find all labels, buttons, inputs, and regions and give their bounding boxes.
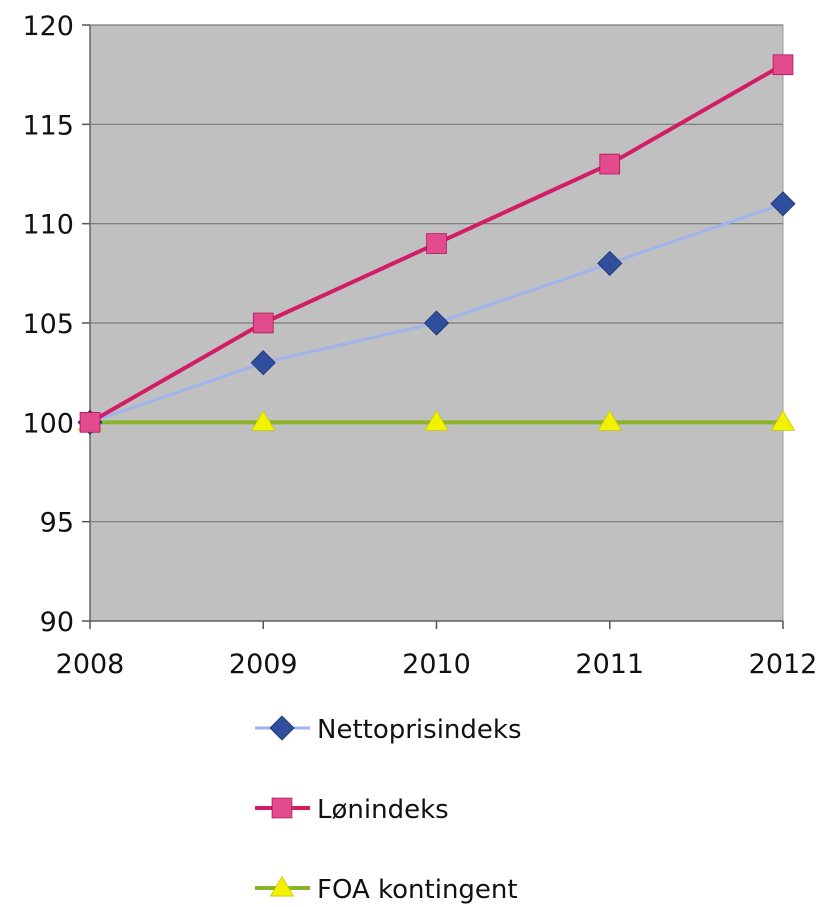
data-point-square: [599, 153, 621, 175]
y-tick-label: 100: [22, 408, 74, 439]
x-tick-label: 2011: [575, 649, 644, 680]
legend-marker-square: [271, 797, 293, 819]
data-point-triangle: [251, 410, 276, 431]
y-tick-label: 110: [22, 210, 74, 241]
data-point-triangle: [770, 410, 796, 431]
data-point-square: [426, 233, 447, 254]
data-point-diamond: [250, 350, 276, 376]
data-point-square: [252, 312, 274, 334]
y-tick-label: 115: [22, 110, 74, 141]
data-point-triangle: [424, 410, 449, 431]
legend-label: Nettoprisindeks: [317, 715, 522, 745]
data-point-square: [79, 412, 101, 433]
data-point-diamond: [770, 191, 796, 217]
legend-label: Lønindeks: [317, 795, 449, 825]
y-tick-label: 120: [22, 11, 74, 42]
x-tick-label: 2008: [56, 649, 125, 680]
series-markers: [77, 54, 796, 435]
x-axis-tick-labels: 2008 2009 2010 2011 2012: [56, 649, 818, 680]
x-tick-label: 2010: [402, 649, 471, 680]
legend-label: FOA kontingent: [317, 875, 518, 905]
y-axis-tick-labels: 90 95 100 105 110 115 120: [22, 11, 74, 638]
legend-marker-triangle: [269, 875, 295, 897]
y-tick-label: 105: [22, 309, 74, 340]
legend-marker-diamond: [269, 715, 295, 741]
x-tick-label: 2009: [229, 649, 298, 680]
data-point-triangle: [597, 410, 622, 431]
x-tick-label: 2012: [749, 649, 818, 680]
y-tick-label: 95: [40, 508, 74, 539]
y-tick-label: 90: [40, 607, 74, 638]
data-point-square: [772, 54, 794, 76]
data-point-diamond: [423, 310, 450, 336]
legend: Nettoprisindeks Lønindeks FOA kontingent: [255, 715, 522, 905]
data-point-diamond: [597, 250, 623, 276]
